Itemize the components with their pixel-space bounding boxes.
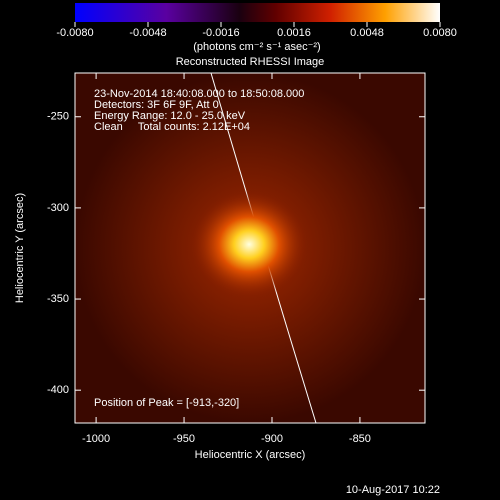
annotation: Energy Range: 12.0 - 25.0 keV [94, 110, 246, 122]
x-tick-label: -850 [349, 433, 371, 445]
y-tick-label: -300 [47, 202, 69, 214]
colorbar-tick-label: -0.0016 [202, 27, 239, 39]
colorbar-tick-label: 0.0016 [277, 27, 311, 39]
colorbar-tick-label: -0.0080 [56, 27, 93, 39]
peak-source [189, 189, 310, 300]
colorbar-label: (photons cm⁻² s⁻¹ asec⁻²) [193, 41, 320, 53]
x-tick-label: -1000 [82, 433, 110, 445]
image [75, 73, 425, 423]
y-tick-label: -250 [47, 111, 69, 123]
footer-date: 10-Aug-2017 10:22 [346, 484, 440, 496]
peak-label: Position of Peak = [-913,-320] [94, 397, 239, 409]
y-tick-label: -350 [47, 293, 69, 305]
colorbar [75, 3, 440, 22]
colorbar-tick-label: 0.0048 [350, 27, 384, 39]
colorbar-tick-label: 0.0080 [423, 27, 457, 39]
x-tick-label: -900 [261, 433, 283, 445]
y-tick-label: -400 [47, 384, 69, 396]
chart-title: Reconstructed RHESSI Image [176, 56, 325, 68]
y-axis-label: Heliocentric Y (arcsec) [14, 193, 26, 303]
annotation: 23-Nov-2014 18:40:08.000 to 18:50:08.000 [94, 88, 304, 100]
x-axis-label: Heliocentric X (arcsec) [195, 449, 306, 461]
x-tick-label: -950 [173, 433, 195, 445]
plot-frame [74, 72, 426, 424]
colorbar-tick-label: -0.0048 [129, 27, 166, 39]
annotation: Clean Total counts: 2.12E+04 [94, 121, 250, 133]
annotation: Detectors: 3F 6F 9F, Att 0 [94, 99, 219, 111]
